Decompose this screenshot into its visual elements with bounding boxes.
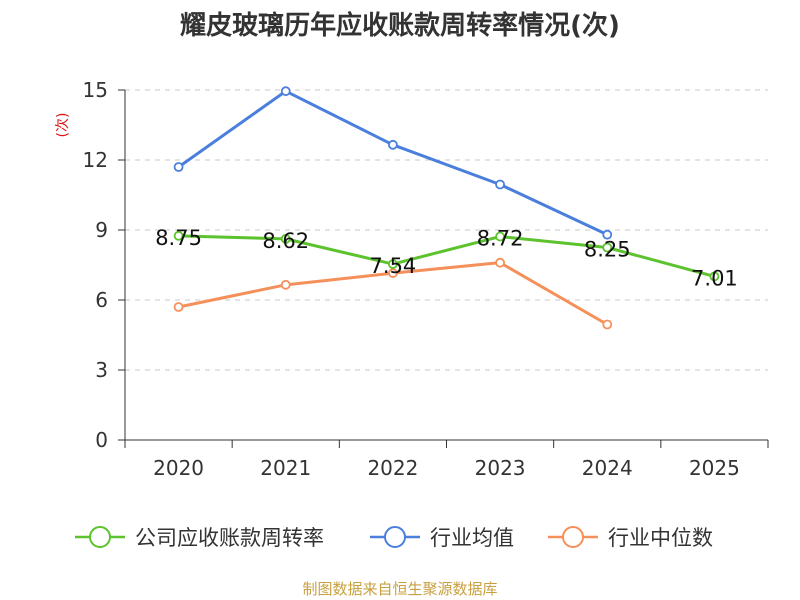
y-tick-label-6: 6	[95, 288, 108, 312]
x-tick-label-2021: 2021	[260, 456, 311, 480]
point-s1-2024	[602, 229, 613, 240]
point-s0-2022	[388, 259, 398, 269]
series-line-0	[178, 234, 715, 278]
series-group	[173, 86, 720, 330]
y-tick-label-9: 9	[95, 218, 108, 242]
series-line-1	[177, 89, 608, 237]
point-s2-2024	[602, 319, 613, 330]
point-s2-2022	[388, 268, 398, 279]
data-label-2020: 8.75	[155, 226, 202, 250]
data-label-2022: 7.54	[370, 254, 417, 278]
grid-lines	[125, 89, 768, 371]
legend-marker-0	[89, 526, 111, 548]
y-axis-unit: (次)	[55, 113, 71, 138]
point-s2-2023	[495, 257, 505, 268]
x-tick-label-2022: 2022	[367, 456, 418, 480]
legend-label-0: 公司应收账款周转率	[135, 526, 324, 550]
point-s1-2021	[280, 86, 291, 97]
source-note: 制图数据来自恒生聚源数据库	[302, 580, 497, 598]
point-s0-2020	[173, 230, 184, 241]
point-s0-2023	[495, 231, 505, 242]
x-tick-label-2020: 2020	[153, 456, 204, 480]
y-tick-label-15: 15	[83, 78, 108, 102]
data-label-2024: 8.25	[584, 238, 631, 262]
chart-title: 耀皮玻璃历年应收账款周转率情况(次)	[180, 10, 620, 41]
point-s1-2022	[388, 139, 398, 150]
legend: 公司应收账款周转率 行业均值 行业中位数	[75, 526, 713, 550]
x-tick-label-2023: 2023	[475, 456, 526, 480]
point-s1-2020	[173, 162, 184, 172]
axes: 0 3 6 9 12 15 2020 2021 2022 2023 2024 2025	[83, 78, 769, 480]
y-tick-label-3: 3	[95, 358, 108, 382]
point-s2-2020	[173, 302, 184, 312]
point-s1-2023	[495, 179, 505, 190]
point-s2-2021	[280, 279, 291, 290]
x-tick-label-2024: 2024	[582, 456, 633, 480]
y-tick-label-12: 12	[83, 148, 108, 172]
legend-marker-2	[562, 526, 584, 548]
legend-marker-1	[384, 526, 406, 548]
legend-label-2: 行业中位数	[608, 526, 713, 550]
point-s0-2025	[709, 271, 720, 282]
y-tick-label-0: 0	[95, 428, 108, 452]
data-labels: 8.75 8.62 7.54 8.72 8.25 7.01	[155, 226, 738, 291]
legend-label-1: 行业均值	[430, 526, 514, 550]
data-label-2023: 8.72	[477, 227, 524, 251]
point-s0-2024	[602, 242, 613, 253]
data-label-2025: 7.01	[691, 266, 738, 290]
point-s0-2021	[280, 233, 291, 244]
data-label-2021: 8.62	[262, 229, 309, 253]
x-tick-label-2025: 2025	[689, 456, 740, 480]
